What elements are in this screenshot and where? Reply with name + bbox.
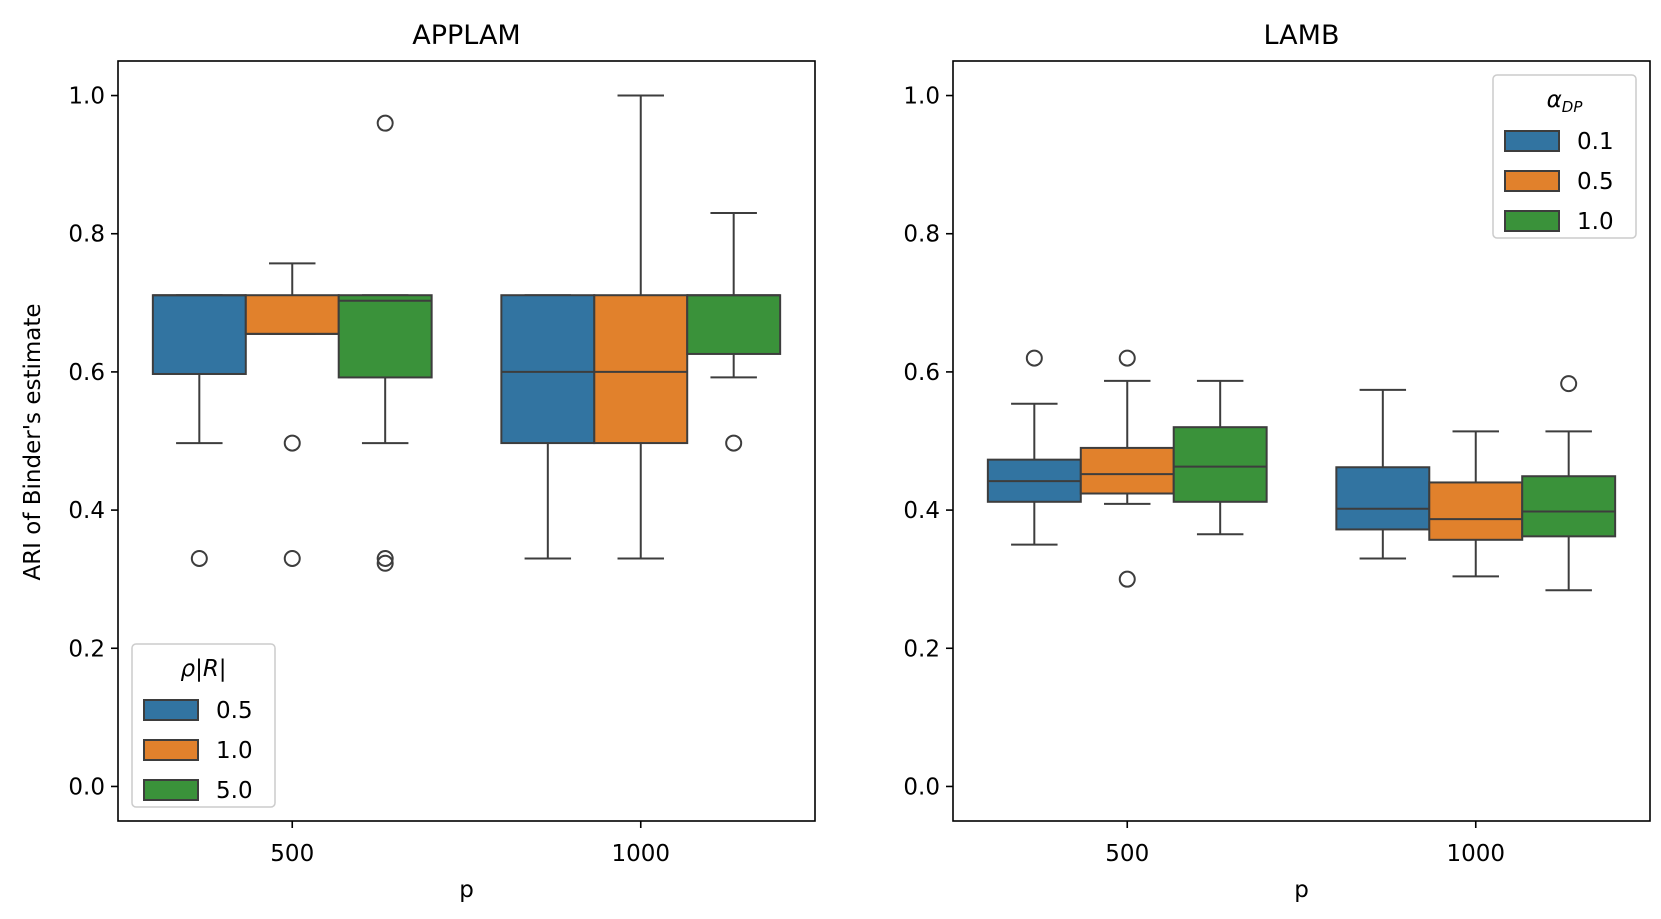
legend-frame <box>1492 74 1637 239</box>
legend-label: 0.1 <box>1577 129 1614 155</box>
box-0-5 <box>151 294 247 375</box>
x-tick-label: 500 <box>270 841 314 867</box>
box-1-0 <box>1521 475 1617 538</box>
y-tick-label: 0.8 <box>68 222 105 248</box>
box-5-0 <box>686 294 782 355</box>
box-1-0 <box>593 294 689 445</box>
legend-swatch-0-5 <box>1504 170 1560 192</box>
box-0-5 <box>1428 481 1524 541</box>
legend-label: 0.5 <box>216 698 253 724</box>
outlier-point <box>1560 375 1578 393</box>
y-tick-label: 0.2 <box>903 636 940 662</box>
axes-frame <box>117 60 816 822</box>
box-1-0 <box>1172 426 1268 503</box>
outlier-point <box>376 549 394 567</box>
figure-ylabel: ARI of Binder's estimate <box>20 303 46 580</box>
legend-frame <box>131 643 276 808</box>
box-5-0 <box>337 294 433 379</box>
y-tick-label: 0.8 <box>903 222 940 248</box>
x-axis-label: p <box>459 877 474 903</box>
panel-title: LAMB <box>1264 20 1340 51</box>
box-0-5 <box>500 294 596 445</box>
outlier-point <box>725 434 743 452</box>
legend-label: 1.0 <box>1577 209 1614 235</box>
outlier-point <box>376 554 394 572</box>
legend: αDP 0.1 0.5 1.0 <box>1492 74 1637 239</box>
y-tick-label: 1.0 <box>903 84 940 110</box>
legend-swatch-0-5 <box>143 699 199 721</box>
outlier-point <box>1118 349 1136 367</box>
legend-label: 5.0 <box>216 778 253 804</box>
box-0-1 <box>1335 466 1431 531</box>
legend-swatch-1-0 <box>1504 210 1560 232</box>
outlier-point <box>1118 570 1136 588</box>
box-0-5 <box>1079 446 1175 495</box>
x-tick-label: 1000 <box>1446 841 1505 867</box>
panel-lamb: 0.0 0.2 0.4 0.6 0.8 1.0 500 1000 LAMB p αDP 0.1 0.5 1… <box>903 20 1651 903</box>
y-tick-label: 0.0 <box>68 774 105 800</box>
y-tick-label: 0.6 <box>68 360 105 386</box>
x-tick-label: 500 <box>1105 841 1149 867</box>
x-axis-label: p <box>1294 877 1309 903</box>
y-tick-label: 1.0 <box>68 84 105 110</box>
panel-applam: 0.0 0.2 0.4 0.6 0.8 1.0 500 1000 APPLAM p ρ|R| 0.5 1… <box>68 20 816 903</box>
legend-title: αDP <box>1547 87 1584 116</box>
legend-title: ρ|R| <box>180 656 226 682</box>
legend: ρ|R| 0.5 1.0 5.0 <box>131 643 276 808</box>
y-tick-label: 0.4 <box>903 498 940 524</box>
outlier-point <box>190 549 208 567</box>
x-tick-label: 1000 <box>611 841 670 867</box>
legend-swatch-5-0 <box>143 779 199 801</box>
outlier-point <box>283 434 301 452</box>
y-tick-label: 0.2 <box>68 636 105 662</box>
outlier-point <box>376 114 394 132</box>
box-1-0 <box>244 294 340 335</box>
legend-swatch-0-1 <box>1504 130 1560 152</box>
legend-label: 1.0 <box>216 738 253 764</box>
y-tick-label: 0.0 <box>903 774 940 800</box>
y-tick-label: 0.4 <box>68 498 105 524</box>
legend-label: 0.5 <box>1577 169 1614 195</box>
outlier-point <box>283 549 301 567</box>
y-tick-label: 0.6 <box>903 360 940 386</box>
legend-swatch-1-0 <box>143 739 199 761</box>
panel-title: APPLAM <box>412 20 520 51</box>
axes-frame <box>952 60 1651 822</box>
outlier-point <box>1025 349 1043 367</box>
